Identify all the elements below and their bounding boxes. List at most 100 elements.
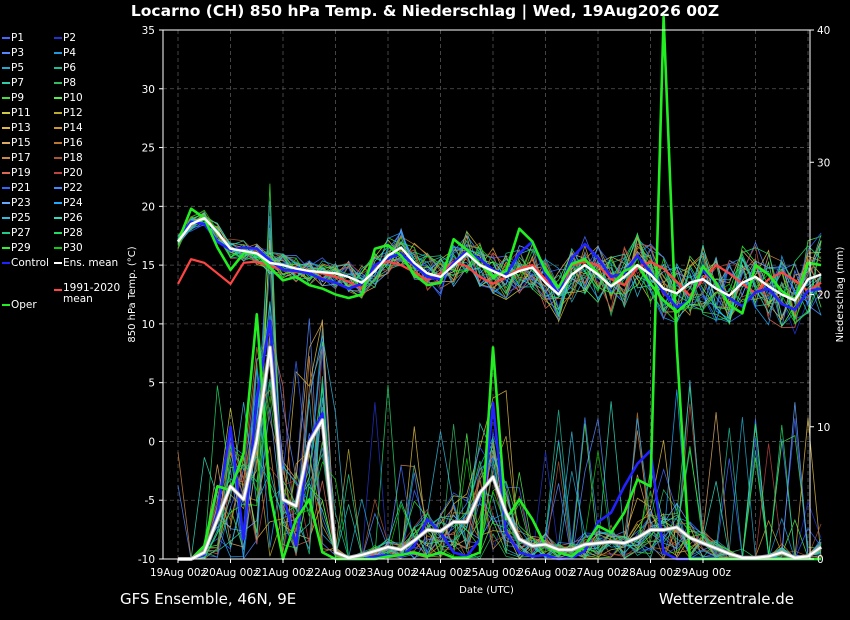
- legend-label: Oper: [11, 299, 37, 311]
- legend-swatch: [2, 82, 10, 84]
- legend-label: P28: [63, 227, 83, 239]
- y-tick-label: 20: [142, 201, 155, 213]
- y-tick-label: 0: [148, 436, 155, 448]
- legend-swatch: [54, 232, 62, 234]
- y-tick-label: 10: [142, 319, 155, 331]
- legend-label: P9: [11, 92, 25, 104]
- y-tick-label: -10: [138, 554, 155, 566]
- legend-swatch: [2, 52, 10, 54]
- legend-label: P18: [63, 152, 83, 164]
- chart-title: Locarno (CH) 850 hPa Temp. & Niederschla…: [130, 2, 720, 20]
- legend-label: 1991-2020 mean: [63, 282, 121, 305]
- site-credit: Wetterzentrale.de: [658, 590, 794, 608]
- legend-label: P4: [63, 47, 77, 59]
- precip-member-line: [178, 357, 822, 560]
- x-tick-label: 29Aug 00z: [675, 567, 732, 579]
- legend-swatch: [2, 217, 10, 219]
- y2-tick-label: 40: [817, 25, 830, 37]
- x-tick-label: 28Aug 00z: [622, 567, 679, 579]
- y-tick-label: 25: [142, 143, 155, 155]
- temp-member-line: [177, 212, 822, 322]
- x-tick-label: 23Aug 00z: [360, 567, 417, 579]
- y-tick-label: 35: [142, 25, 155, 37]
- legend-swatch: [2, 247, 10, 249]
- y2-tick-label: 20: [817, 290, 830, 302]
- legend-label: P2: [63, 32, 77, 44]
- legend-label: P16: [63, 137, 83, 149]
- legend-swatch: [2, 142, 10, 144]
- temp-member-line: [177, 218, 822, 323]
- legend-swatch: [54, 67, 62, 69]
- legend: P1 P2 P3 P4 P5 P6 P7 P8 P9 P10 P11 P12 P13 P14 P15 P16 P…: [0, 31, 130, 331]
- legend-swatch: [54, 142, 62, 144]
- legend-swatch: [2, 187, 10, 189]
- precip-member-line: [178, 335, 822, 560]
- legend-label: P23: [11, 197, 31, 209]
- legend-label: P1: [11, 32, 25, 44]
- y2-tick-label: 30: [817, 157, 830, 169]
- precip-member-line: [178, 368, 822, 560]
- legend-label: P6: [63, 62, 77, 74]
- x-tick-label: 24Aug 00z: [412, 567, 469, 579]
- legend-swatch: [54, 37, 62, 39]
- legend-label: P24: [63, 197, 83, 209]
- legend-swatch: [54, 172, 62, 174]
- precip-ens-mean-line: [178, 346, 822, 561]
- legend-swatch: [54, 97, 62, 99]
- x-tick-label: 20Aug 00z: [202, 567, 259, 579]
- legend-swatch: [2, 157, 10, 159]
- legend-label: P17: [11, 152, 31, 164]
- legend-swatch: [2, 112, 10, 114]
- x-axis-label: Date (UTC): [459, 585, 514, 596]
- legend-swatch: [54, 202, 62, 204]
- legend-swatch: [2, 67, 10, 69]
- legend-label: P15: [11, 137, 31, 149]
- x-tick-label: 26Aug 00z: [517, 567, 574, 579]
- legend-label: P11: [11, 107, 31, 119]
- temp-member-line: [177, 213, 822, 313]
- y-tick-label: 15: [142, 260, 155, 272]
- y-tick-label: 5: [148, 378, 155, 390]
- legend-label: P5: [11, 62, 25, 74]
- x-tick-label: 22Aug 00z: [307, 567, 364, 579]
- legend-swatch: [54, 52, 62, 54]
- y2-tick-label: 10: [817, 422, 830, 434]
- precip-member-line: [178, 183, 822, 560]
- legend-swatch: [54, 82, 62, 84]
- legend-swatch: [2, 37, 10, 39]
- x-tick-label: 25Aug 00z: [465, 567, 522, 579]
- legend-swatch: [54, 289, 62, 291]
- legend-label: P21: [11, 182, 31, 194]
- legend-swatch: [54, 157, 62, 159]
- legend-swatch: [54, 112, 62, 114]
- legend-label: P7: [11, 77, 25, 89]
- legend-swatch: [54, 217, 62, 219]
- legend-label: P14: [63, 122, 83, 134]
- legend-label: Control: [11, 257, 49, 269]
- y-tick-label: -5: [145, 495, 155, 507]
- temp-member-line: [177, 209, 822, 321]
- legend-label: P3: [11, 47, 25, 59]
- model-info: GFS Ensemble, 46N, 9E: [120, 590, 297, 608]
- legend-label: P10: [63, 92, 83, 104]
- legend-label: P26: [63, 212, 83, 224]
- legend-swatch: [54, 187, 62, 189]
- legend-swatch: [2, 127, 10, 129]
- y-tick-label: 30: [142, 84, 155, 96]
- temp-ens-mean-line: [177, 216, 822, 302]
- legend-label: P12: [63, 107, 83, 119]
- legend-label: Ens. mean: [63, 257, 119, 269]
- temp-member-line: [177, 217, 822, 323]
- legend-swatch: [2, 172, 10, 174]
- precip-member-line: [178, 397, 822, 560]
- x-tick-label: 19Aug 00z: [150, 567, 207, 579]
- legend-swatch: [2, 262, 10, 264]
- legend-swatch: [54, 247, 62, 249]
- legend-label: P22: [63, 182, 83, 194]
- y2-tick-label: 0: [817, 554, 824, 566]
- legend-label: P30: [63, 242, 83, 254]
- legend-swatch: [54, 127, 62, 129]
- legend-label: P27: [11, 227, 31, 239]
- precip-member-line: [177, 303, 822, 560]
